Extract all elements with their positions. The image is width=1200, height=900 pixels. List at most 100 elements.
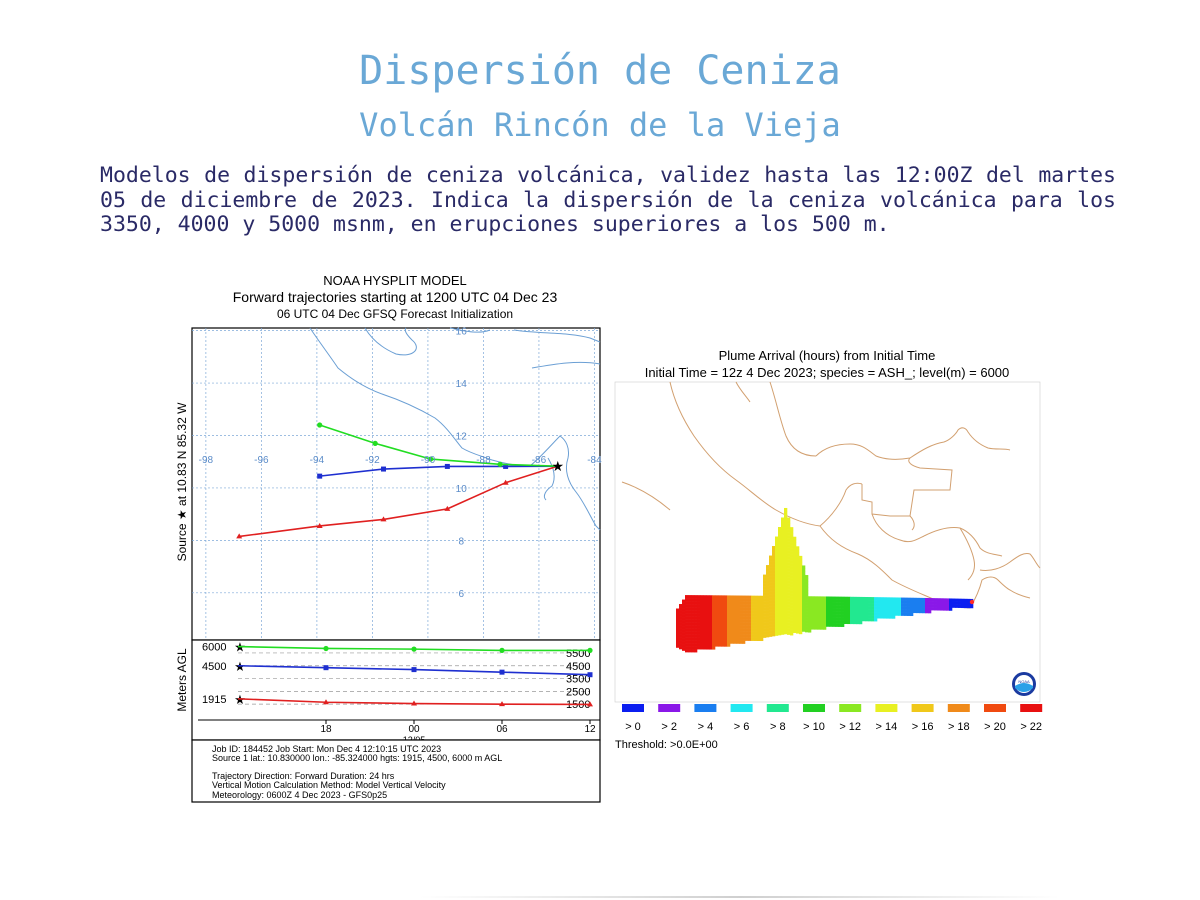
plume-cell [760,634,764,639]
plume-cell [826,623,830,627]
plume-cell [928,610,932,614]
plume-cell [802,586,806,590]
plume-cell [712,622,716,626]
lon-tick-label: -92 [365,455,380,466]
plume-cell [880,612,884,616]
plume-cell [727,619,731,623]
plume-cell [730,601,734,605]
plume-cell [709,634,713,638]
plume-cell [784,609,788,614]
plume-cell [775,617,779,621]
job-info-line-3: Trajectory Direction: Forward Duration: … [212,771,395,781]
plume-cell [790,536,794,540]
hysplit-subtitle-2: 06 UTC 04 Dec GFSQ Forecast Initializati… [277,307,513,321]
page-title: Dispersión de Ceniza [359,48,841,94]
job-info-frame [191,739,601,803]
plume-cell [772,561,776,565]
plume-cell [790,593,794,597]
plume-cell [712,628,716,632]
plume-cell [745,634,749,638]
plume-cell [796,555,800,559]
plume-cell [769,582,773,586]
plume-cell [841,611,845,615]
plume-cell [757,595,761,599]
plume-cell [787,532,791,536]
plume-cell [760,622,764,627]
plume-cell [694,610,698,614]
plume-cell [793,584,797,589]
plume-cell [742,619,746,623]
plume-cell [694,646,698,650]
plume-cell [745,598,749,602]
plume-cell [736,601,740,605]
plume-cell [925,606,929,611]
plume-cell [784,549,788,554]
plume-cell [949,607,953,611]
plume-cell [814,605,818,609]
plume-cell [691,634,695,638]
plume-cell [913,597,917,602]
plume-cell [787,604,791,608]
plume-cell [784,540,788,545]
plume-cell [796,600,800,604]
plume-cell [796,597,800,601]
plume-cell [796,621,800,625]
plume-cell [709,607,713,611]
plume-cell [712,625,716,629]
lat-tick-label: 16 [456,327,468,338]
plume-cell [805,626,809,630]
plume-cell [790,530,794,534]
plume-cell [730,640,734,644]
plume-cell [892,609,896,613]
plume-cell [865,617,869,622]
plume-cell [790,563,794,567]
plume-cell [751,622,755,626]
plume-cell [874,597,878,601]
plume-cell [847,596,851,601]
plume-cell [796,588,800,592]
plume-cell [739,616,743,620]
plume-cell [808,629,812,633]
plume-cell [730,634,734,638]
plume-cell [817,596,821,600]
height-marker [499,647,505,653]
plume-cell [691,628,695,632]
plume-cell [820,602,824,606]
plume-cell [781,607,785,611]
plume-cell [781,574,785,578]
plume-cell [742,613,746,617]
hysplit-title: NOAA HYSPLIT MODEL [323,273,467,288]
job-info-line-1: Job ID: 184452 Job Start: Mon Dec 4 12:1… [212,744,441,754]
height-right-label: 4500 [566,661,590,673]
plume-cell [718,637,722,641]
plume-cell [868,603,872,607]
plume-cell [745,607,749,611]
plume-cell [700,601,704,605]
plume-cell [679,640,683,644]
plume-cell [775,536,779,540]
plume-cell [952,598,956,602]
plume-cell [772,576,776,580]
plume-cell [892,606,896,610]
plume-cell [796,564,800,568]
plume-cell [799,609,803,614]
plume-cell [685,604,689,608]
plume-cell [748,613,752,617]
plume-cell [745,637,749,641]
plume-cell [790,569,794,573]
plume-cell [790,533,794,537]
plume-cell [796,567,800,571]
plume-cell [781,586,785,590]
plume-cell [694,643,698,647]
plume-cell [895,609,899,613]
plume-cell [970,604,974,609]
plume-cell [790,626,794,630]
plume-cell [709,595,713,599]
plume-cell [805,608,809,612]
plume-cell [856,599,860,604]
plume-cell [727,604,731,608]
job-info-line-2: Source 1 lat.: 10.830000 lon.: -85.32400… [212,753,502,763]
plume-cell [754,598,758,602]
plume-cell [898,612,902,616]
plume-cell [790,554,794,558]
